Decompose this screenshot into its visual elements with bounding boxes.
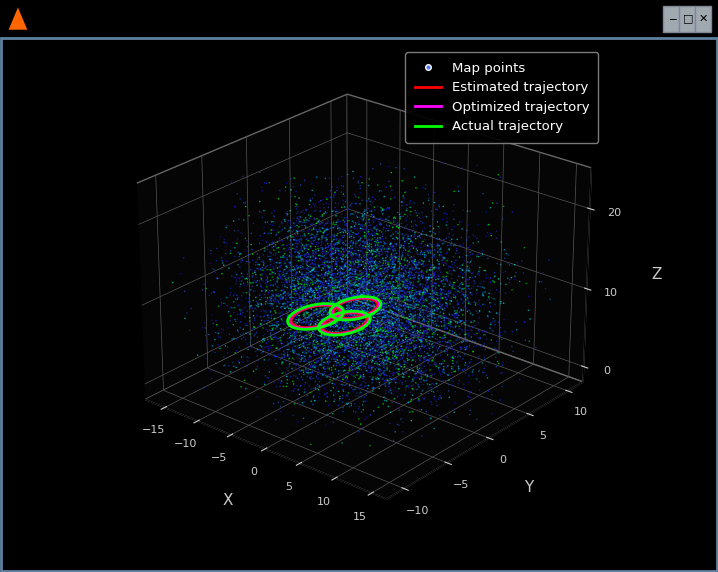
FancyBboxPatch shape [695, 6, 711, 31]
Text: ─: ─ [668, 14, 676, 23]
Y-axis label: Y: Y [523, 480, 533, 495]
Legend: Map points, Estimated trajectory, Optimized trajectory, Actual trajectory: Map points, Estimated trajectory, Optimi… [406, 53, 598, 142]
X-axis label: X: X [223, 492, 233, 508]
Text: ✕: ✕ [699, 14, 709, 23]
FancyBboxPatch shape [663, 6, 679, 31]
Text: Figure 2: Point Cloud Player: Figure 2: Point Cloud Player [36, 12, 208, 25]
Polygon shape [9, 7, 27, 30]
FancyBboxPatch shape [679, 6, 695, 31]
Text: □: □ [683, 14, 693, 23]
